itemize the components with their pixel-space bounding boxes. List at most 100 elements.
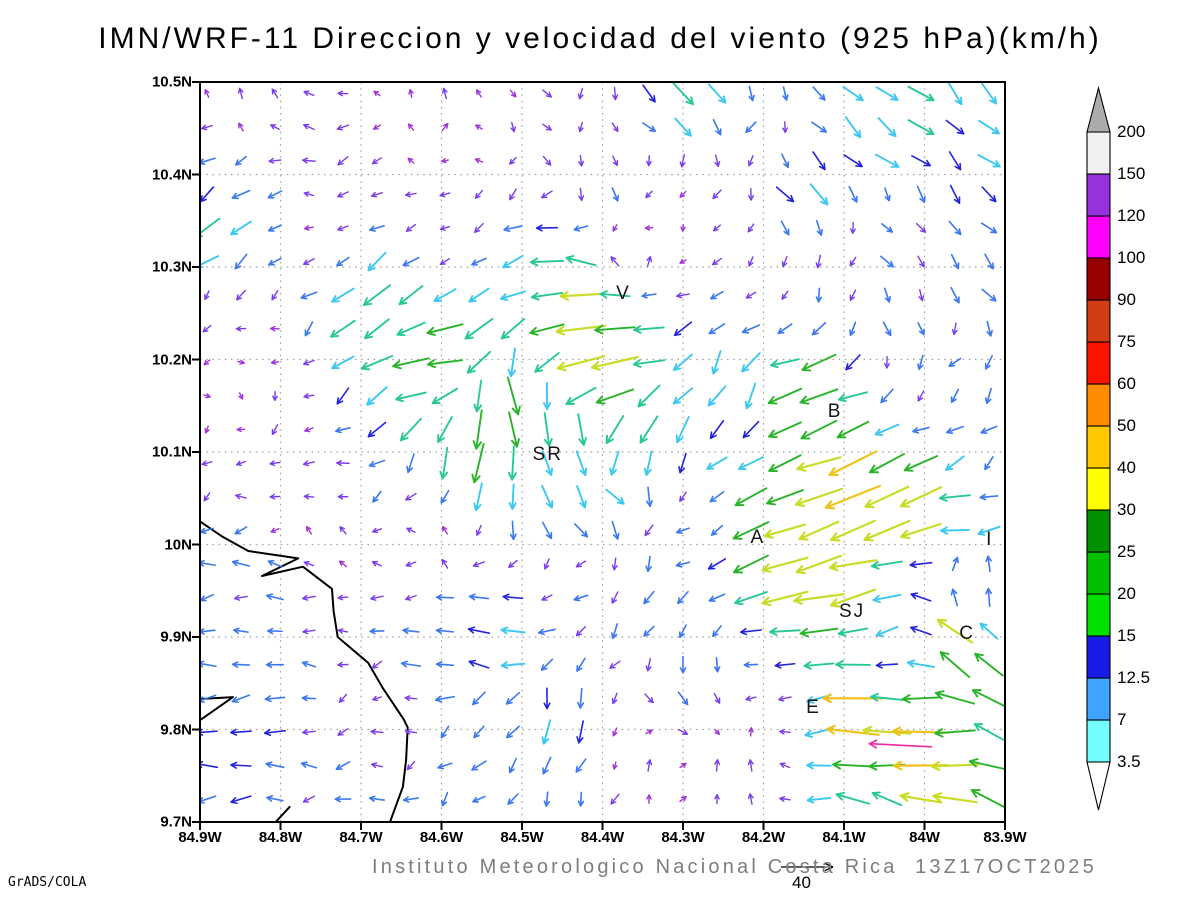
wind-arrow (645, 729, 653, 735)
wind-arrow (611, 591, 619, 604)
wind-arrow (271, 289, 279, 301)
wind-arrow (712, 189, 722, 200)
wind-arrow (712, 625, 722, 638)
wind-arrow (475, 124, 483, 130)
colorbar-over-arrow (1086, 85, 1111, 133)
wind-arrow (302, 628, 316, 635)
wind-arrow (906, 659, 936, 668)
wind-arrow (440, 725, 450, 739)
wind-arrow (917, 322, 925, 336)
wind-arrow (747, 256, 754, 267)
wind-arrow (875, 86, 899, 101)
wind-arrow (336, 256, 350, 267)
wind-arrow (799, 627, 839, 638)
wind-arrow (555, 324, 607, 336)
wind-arrow (907, 119, 935, 136)
colorbar-tick-label: 90 (1117, 290, 1136, 309)
wind-arrow (680, 224, 686, 232)
wind-arrow (578, 154, 585, 167)
wind-arrow (605, 488, 625, 505)
wind-arrow (395, 391, 427, 403)
wind-arrow (371, 560, 383, 567)
wind-arrow (673, 321, 693, 337)
wind-arrow (542, 89, 552, 98)
reference-vector-label: 40 (792, 873, 811, 892)
y-tick-label: 9.7N (160, 813, 192, 831)
wind-arrow (674, 117, 692, 137)
wind-arrow (338, 560, 348, 568)
wind-arrow (230, 220, 252, 236)
wind-arrow (868, 739, 933, 749)
wind-arrow (369, 627, 385, 635)
wind-arrow (476, 89, 482, 98)
wind-arrow (368, 795, 386, 803)
y-tick-label: 10.3N (151, 258, 192, 276)
wind-arrow (502, 254, 524, 269)
wind-arrow (541, 521, 553, 540)
wind-arrow (930, 761, 980, 771)
colorbar-tick-label: 150 (1117, 164, 1146, 183)
wind-arrow (507, 445, 517, 481)
wind-arrow (950, 253, 960, 270)
y-tick-label: 10.5N (151, 73, 192, 91)
wind-arrow (230, 795, 252, 805)
wind-arrow (400, 417, 422, 442)
wind-arrow (714, 154, 721, 167)
wind-arrow (676, 527, 690, 535)
wind-arrow (591, 355, 639, 371)
wind-arrow (435, 627, 455, 635)
wind-arrow (605, 414, 625, 445)
wind-arrow (612, 224, 618, 232)
city-label-v: V (616, 282, 631, 304)
wind-arrow (434, 695, 456, 703)
wind-arrow (883, 355, 890, 369)
wind-arrow (744, 382, 757, 410)
wind-arrow (646, 794, 652, 804)
wind-arrow (468, 287, 490, 303)
wind-arrow (575, 560, 587, 568)
wind-arrow (678, 728, 688, 735)
wind-arrow (267, 224, 283, 232)
wind-arrow (272, 390, 278, 401)
wind-arrow (611, 520, 620, 540)
y-tick-label: 10.2N (151, 351, 192, 368)
wind-arrow (712, 118, 722, 136)
wind-arrow (230, 728, 252, 736)
colorbar-tick-label: 100 (1117, 248, 1146, 267)
wind-arrow (980, 425, 998, 435)
wind-arrow (806, 795, 832, 804)
wind-arrow (331, 287, 355, 303)
wind-arrow (471, 442, 485, 484)
wind-arrow (676, 292, 690, 299)
wind-arrow (500, 626, 526, 635)
wind-arrow (712, 257, 722, 266)
wind-arrow (874, 153, 900, 168)
y-tick-label: 9.8N (160, 721, 192, 738)
wind-arrow (806, 761, 832, 770)
wind-arrow (672, 82, 694, 106)
wind-arrow (543, 412, 553, 447)
wind-arrow (578, 121, 584, 133)
y-tick-label: 10N (164, 536, 192, 553)
wind-arrow (706, 456, 728, 470)
wind-arrow (396, 321, 426, 337)
wind-arrow (980, 222, 998, 234)
wind-arrow (981, 82, 997, 105)
wind-arrow (903, 455, 939, 472)
city-label-a: A (750, 527, 766, 549)
wind-arrow (611, 692, 618, 705)
institute-caption: Instituto Meteorologico Nacional Costa R… (372, 856, 1097, 878)
wind-arrow (435, 661, 455, 668)
wind-arrow (741, 352, 761, 373)
wind-arrow (302, 795, 316, 803)
wind-arrow (977, 153, 1001, 168)
wind-arrow (475, 524, 482, 536)
wind-arrow (441, 123, 449, 132)
wind-arrow (474, 222, 484, 233)
wind-arrow (231, 559, 251, 567)
wind-arrow (815, 287, 823, 303)
colorbar-tick-label: 20 (1117, 584, 1136, 603)
wind-arrow (945, 119, 965, 135)
colorbar-tick-label: 120 (1117, 206, 1146, 225)
x-tick-label: 84.3W (661, 829, 705, 846)
